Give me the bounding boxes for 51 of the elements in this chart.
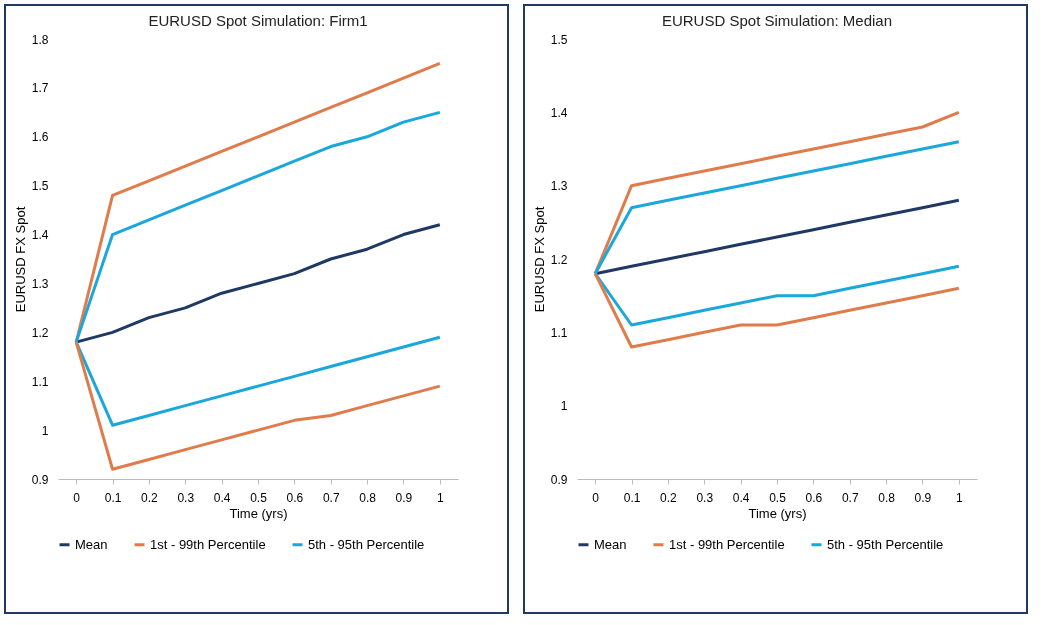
legend-label: 1st - 99th Percentile xyxy=(669,536,785,552)
y-axis-title: EURUSD FX Spot xyxy=(531,206,547,313)
x-tick-label: 0.9 xyxy=(914,490,932,505)
y-tick-label: 1 xyxy=(560,399,568,414)
y-tick-label: 1.1 xyxy=(31,374,49,389)
legend-label: 5th - 95th Percentile xyxy=(308,536,425,552)
y-tick-label: 1 xyxy=(41,423,49,438)
x-tick-label: 0.6 xyxy=(805,490,823,505)
x-tick-label: 0.4 xyxy=(213,490,231,505)
y-tick-label: 0.9 xyxy=(31,472,49,487)
y-tick-label: 1.5 xyxy=(31,179,49,194)
x-tick-label: 0.2 xyxy=(660,490,678,505)
y-axis-title: EURUSD FX Spot xyxy=(12,206,28,313)
y-tick-label: 1.7 xyxy=(31,81,49,96)
legend-label: Mean xyxy=(594,536,627,552)
x-axis-title: Time (yrs) xyxy=(229,505,288,521)
y-tick-label: 1.1 xyxy=(550,325,568,340)
y-tick-label: 1.2 xyxy=(550,252,568,267)
x-tick-label: 0 xyxy=(592,490,600,505)
x-tick-label: 0 xyxy=(73,490,81,505)
y-tick-label: 1.4 xyxy=(550,105,568,120)
x-tick-label: 0.1 xyxy=(104,490,122,505)
legend-label: 5th - 95th Percentile xyxy=(827,536,944,552)
x-tick-label: 0.8 xyxy=(878,490,896,505)
chart-title: EURUSD Spot Simulation: Firm1 xyxy=(148,12,368,29)
x-tick-label: 0.9 xyxy=(395,490,413,505)
x-tick-label: 0.5 xyxy=(769,490,787,505)
y-tick-label: 1.6 xyxy=(31,130,49,145)
x-tick-label: 0.7 xyxy=(322,490,340,505)
x-axis-title: Time (yrs) xyxy=(748,505,807,521)
y-tick-label: 0.9 xyxy=(550,472,568,487)
x-tick-label: 0.3 xyxy=(696,490,714,505)
x-tick-label: 0.6 xyxy=(286,490,304,505)
x-tick-label: 0.8 xyxy=(359,490,377,505)
x-tick-label: 0.5 xyxy=(250,490,268,505)
x-tick-label: 0.4 xyxy=(732,490,750,505)
x-tick-label: 0.1 xyxy=(623,490,641,505)
x-tick-label: 0.3 xyxy=(177,490,195,505)
legend-label: Mean xyxy=(75,536,108,552)
y-tick-label: 1.3 xyxy=(550,179,568,194)
x-tick-label: 1 xyxy=(436,490,444,505)
y-tick-label: 1.8 xyxy=(31,32,49,47)
legend-label: 1st - 99th Percentile xyxy=(150,536,266,552)
x-tick-label: 0.7 xyxy=(841,490,859,505)
chart-title: EURUSD Spot Simulation: Median xyxy=(661,12,893,29)
y-tick-label: 1.4 xyxy=(31,228,49,243)
y-tick-label: 1.5 xyxy=(550,32,568,47)
y-tick-label: 1.3 xyxy=(31,276,49,291)
x-tick-label: 0.2 xyxy=(141,490,159,505)
x-tick-label: 1 xyxy=(955,490,963,505)
y-tick-label: 1.2 xyxy=(31,325,49,340)
